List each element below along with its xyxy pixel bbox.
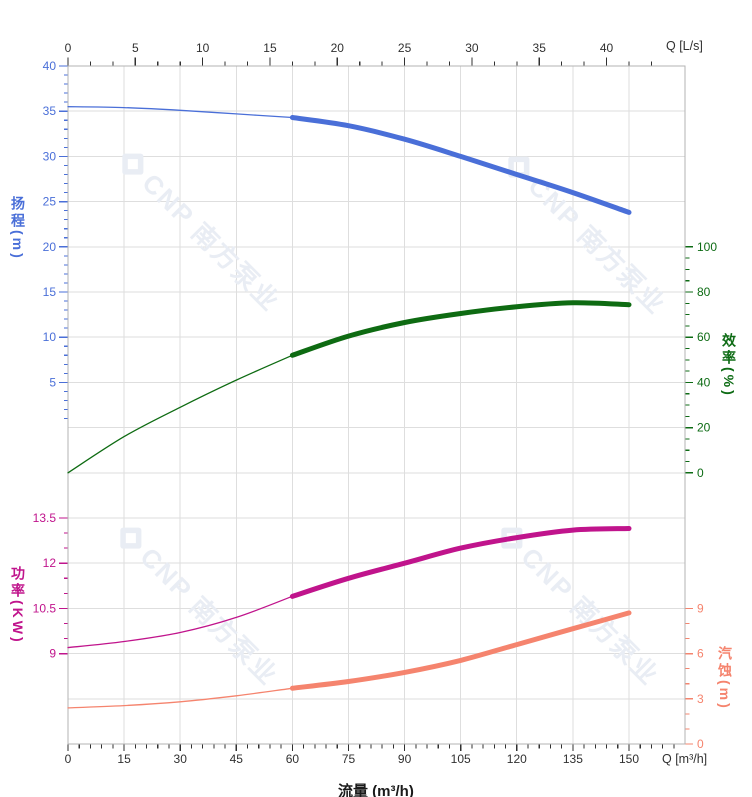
svg-text:CNP 南方泵业: CNP 南方泵业 [134,542,284,692]
svg-text:6: 6 [697,647,704,661]
power-axis-title: 功率(KW) [10,566,26,645]
cnp-logo-icon [122,153,144,175]
npsh-axis-title: 汽蚀(m) [717,646,733,711]
svg-text:25: 25 [398,41,412,55]
svg-text:20: 20 [331,41,345,55]
svg-text:60: 60 [697,330,711,344]
svg-text:0: 0 [697,466,704,480]
head-axis-title: 扬程(m) [10,196,26,261]
bottom-axis-title: 流量 (m³/h) [338,783,414,797]
svg-text:CNP 南方泵业: CNP 南方泵业 [136,168,286,318]
svg-text:0: 0 [65,752,72,766]
bottom-axis-unit-label: Q [m³/h] [662,752,708,766]
svg-text:25: 25 [43,195,57,209]
efficiency-axis-title: 效率(%) [721,333,737,398]
svg-text:30: 30 [465,41,479,55]
svg-text:0: 0 [65,41,72,55]
svg-text:30: 30 [43,149,57,163]
svg-text:60: 60 [286,752,300,766]
svg-text:15: 15 [43,285,57,299]
svg-text:40: 40 [43,59,57,73]
svg-text:5: 5 [49,375,56,389]
svg-text:150: 150 [619,752,639,766]
efficiency-curve [67,300,632,474]
svg-text:105: 105 [451,752,471,766]
svg-text:5: 5 [132,41,139,55]
svg-text:10: 10 [43,330,57,344]
svg-text:80: 80 [697,285,711,299]
svg-text:35: 35 [43,104,57,118]
svg-text:75: 75 [342,752,356,766]
svg-text:20: 20 [697,421,711,435]
svg-text:30: 30 [174,752,188,766]
cnp-watermark: CNP 南方泵业 [501,527,665,692]
cnp-watermark: CNP 南方泵业 [120,527,284,692]
svg-text:135: 135 [563,752,583,766]
svg-text:120: 120 [507,752,527,766]
head-curve [67,106,632,215]
svg-text:15: 15 [263,41,277,55]
top-axis-unit-label: Q [L/s] [666,39,703,53]
cnp-watermark: CNP 南方泵业 [508,156,672,321]
svg-text:9: 9 [49,647,56,661]
svg-text:10.5: 10.5 [33,601,57,615]
cnp-logo-icon [120,527,142,549]
cnp-logo-icon [501,527,523,549]
svg-text:3: 3 [697,692,704,706]
svg-text:0: 0 [697,737,704,751]
svg-text:100: 100 [697,240,717,254]
npsh-curve [67,610,632,709]
power-curve [67,526,632,649]
svg-text:10: 10 [196,41,210,55]
svg-text:40: 40 [697,375,711,389]
svg-text:CNP 南方泵业: CNP 南方泵业 [522,171,672,321]
svg-text:20: 20 [43,240,57,254]
svg-text:35: 35 [533,41,547,55]
svg-text:45: 45 [230,752,244,766]
svg-text:12: 12 [43,556,57,570]
svg-text:9: 9 [697,601,704,615]
svg-text:40: 40 [600,41,614,55]
svg-text:CNP 南方泵业: CNP 南方泵业 [515,542,665,692]
svg-text:13.5: 13.5 [33,511,57,525]
svg-text:90: 90 [398,752,412,766]
svg-text:15: 15 [117,752,131,766]
